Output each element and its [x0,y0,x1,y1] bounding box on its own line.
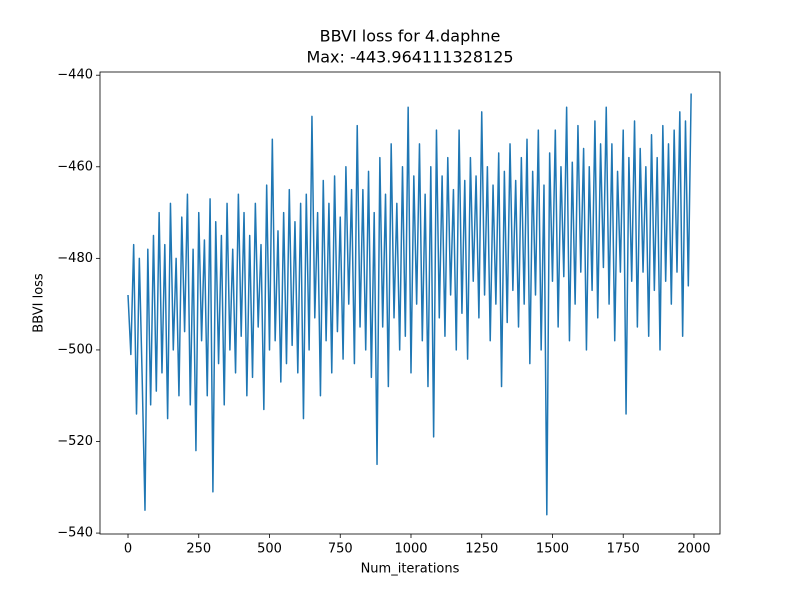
axes-frame [99,71,721,535]
y-tick-label: −500 [57,342,93,357]
y-axis-label: BBVI loss [32,273,47,333]
x-tick-label: 1500 [536,542,569,557]
y-tick-label: −440 [57,68,93,83]
x-tick-label: 2000 [677,542,710,557]
line-series [127,93,692,516]
x-tick-label: 750 [328,542,353,557]
x-tick-label: 1000 [394,542,427,557]
chart-title: BBVI loss for 4.daphne [320,27,501,46]
x-tick-label: 250 [186,542,211,557]
y-tick-label: −480 [57,251,93,266]
x-tick-label: 500 [257,542,282,557]
x-tick-label: 1250 [465,542,498,557]
x-tick-label: 1750 [607,542,640,557]
x-axis-label: Num_iterations [361,562,460,577]
y-tick-label: −540 [57,526,93,541]
x-tick-label: 0 [124,542,132,557]
y-tick-label: −460 [57,159,93,174]
y-tick-label: −520 [57,434,93,449]
chart-subtitle: Max: -443.964111328125 [306,48,513,67]
